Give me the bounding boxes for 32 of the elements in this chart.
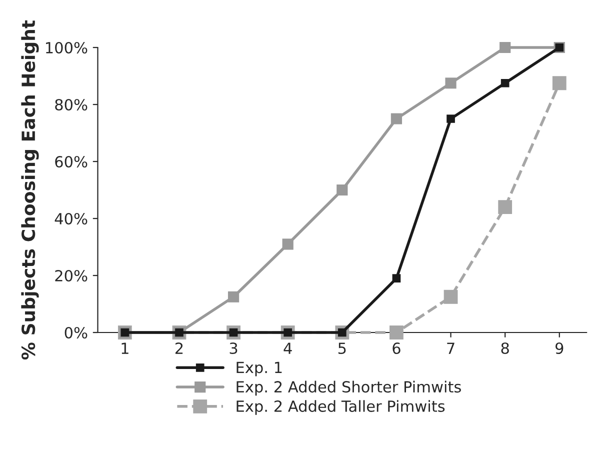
x-tick-label: 9 — [556, 342, 564, 354]
x-tick-label: 8 — [501, 342, 509, 354]
point — [446, 114, 455, 123]
point — [390, 326, 404, 340]
x-tick-label: 7 — [447, 342, 454, 354]
point — [392, 274, 401, 283]
point — [498, 200, 512, 214]
y-tick-label: 80% — [55, 98, 88, 111]
point — [228, 291, 240, 302]
legend-label: Exp. 1 — [236, 362, 282, 376]
point — [336, 184, 348, 196]
x-tick-label: 1 — [122, 342, 128, 354]
x-tick-label: 3 — [230, 342, 238, 354]
y-tick-label: 100% — [46, 42, 88, 54]
point — [390, 113, 402, 124]
y-tick-label: 60% — [55, 156, 88, 168]
x-tick-label: 6 — [392, 342, 400, 354]
point — [444, 290, 458, 304]
legend-label: Exp. 2 Added Shorter Pimwits — [236, 380, 461, 396]
legend-label: Exp. 2 Added Taller Pimwits — [236, 400, 445, 415]
y-axis-title: % Subjects Choosing Each Height — [21, 20, 39, 360]
point — [445, 78, 456, 89]
point — [552, 76, 566, 90]
y-tick-label: 20% — [55, 270, 88, 282]
point — [282, 238, 294, 250]
x-tick-label: 2 — [175, 342, 183, 354]
point — [500, 42, 511, 54]
y-tick-label: 0% — [64, 326, 88, 339]
point — [500, 78, 510, 88]
y-tick-label: 40% — [54, 212, 88, 225]
x-tick-label: 4 — [284, 342, 292, 354]
x-tick-label: 5 — [338, 342, 346, 354]
